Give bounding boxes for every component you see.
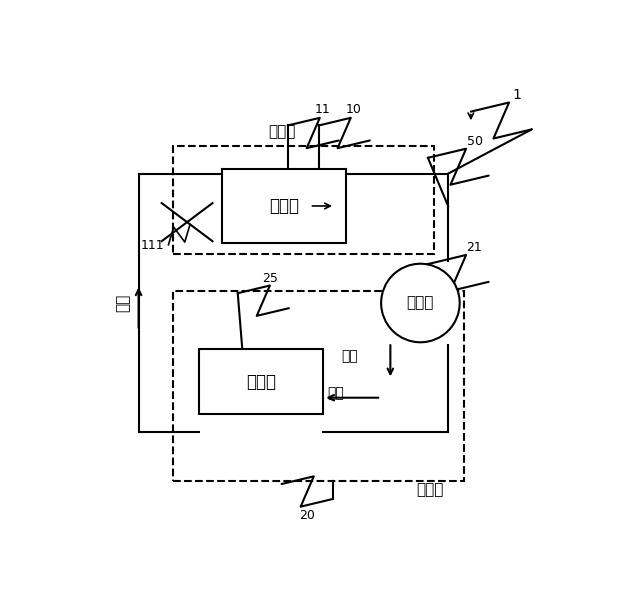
Text: 11: 11 [315,103,330,116]
Text: 20: 20 [300,509,315,521]
Text: 冷媒: 冷媒 [341,349,358,363]
Text: 室内機: 室内機 [268,124,296,139]
Text: 111: 111 [140,239,164,252]
Text: 凝縮器: 凝縮器 [246,373,276,391]
Text: 50: 50 [467,135,483,148]
Text: 圧縮機: 圧縮機 [406,295,434,311]
Bar [221,169,346,243]
Text: 25: 25 [262,272,278,284]
Bar [173,146,435,254]
Text: 21: 21 [467,241,483,254]
Text: 冷媒: 冷媒 [115,294,130,312]
Bar [198,349,323,414]
Text: 冷媒: 冷媒 [328,386,344,400]
Bar [173,292,464,481]
Text: 蒸発器: 蒸発器 [269,197,299,215]
Circle shape [381,264,460,342]
Text: 室外機: 室外機 [416,482,443,497]
Text: 1: 1 [513,88,522,102]
Text: 10: 10 [346,103,362,116]
